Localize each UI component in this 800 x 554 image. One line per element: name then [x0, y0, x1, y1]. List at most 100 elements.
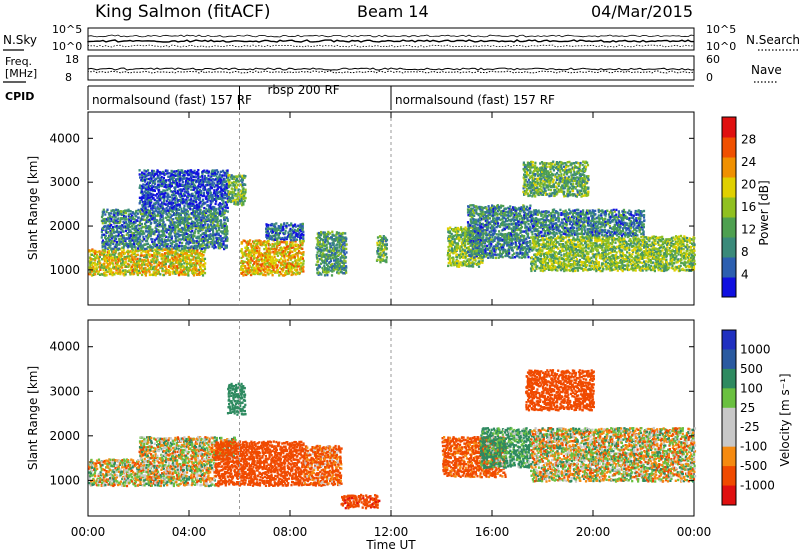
data-cell — [140, 212, 143, 216]
data-cell — [159, 239, 162, 242]
data-cell — [129, 233, 132, 237]
data-cell — [466, 221, 470, 224]
data-cell — [228, 200, 231, 203]
data-cell — [186, 223, 189, 226]
data-cell — [131, 243, 134, 246]
data-cell — [172, 201, 175, 205]
data-cell — [192, 271, 196, 275]
data-cell — [226, 183, 229, 187]
data-cell — [129, 266, 133, 270]
data-cell — [182, 181, 185, 184]
data-cell — [468, 231, 471, 234]
data-cell — [237, 188, 240, 191]
data-cell — [146, 186, 149, 189]
data-cell — [154, 226, 157, 229]
data-cell — [164, 180, 168, 184]
data-cell — [186, 210, 189, 213]
data-cell — [160, 203, 163, 206]
data-cell — [178, 220, 181, 223]
data-cell — [160, 238, 164, 241]
data-cell — [245, 257, 249, 260]
data-cell — [120, 213, 124, 216]
data-cell — [184, 220, 187, 224]
data-cell — [147, 251, 150, 254]
data-cell — [153, 178, 157, 181]
data-cell — [166, 243, 169, 246]
data-cell — [226, 186, 229, 189]
data-cell — [174, 239, 177, 243]
data-cell — [242, 203, 245, 206]
data-cell — [469, 204, 472, 207]
data-cell — [180, 226, 183, 230]
data-cell — [169, 251, 172, 254]
data-cell — [141, 204, 144, 207]
data-cell — [282, 228, 285, 231]
data-cell — [193, 171, 196, 174]
data-cell — [239, 261, 242, 264]
data-cell — [199, 267, 202, 270]
data-cell — [180, 251, 183, 254]
data-cell — [206, 169, 209, 172]
data-cell — [159, 266, 162, 270]
data-cell — [316, 268, 319, 272]
data-cell — [131, 245, 134, 248]
nsky-panel-frame — [87, 27, 695, 51]
data-cell — [141, 225, 144, 229]
data-cell — [207, 198, 210, 202]
data-cell — [219, 235, 222, 238]
data-cell — [240, 192, 243, 195]
data-cell — [221, 196, 224, 200]
data-cell — [199, 238, 202, 241]
data-cell — [215, 200, 218, 203]
data-cell — [213, 244, 216, 247]
data-cell — [233, 198, 236, 202]
data-cell — [171, 178, 174, 182]
data-cell — [212, 218, 215, 221]
data-cell — [186, 169, 190, 173]
data-cell — [321, 266, 324, 270]
data-cell — [148, 266, 151, 269]
data-cell — [172, 228, 175, 232]
data-cell — [163, 254, 167, 258]
data-cell — [200, 178, 203, 182]
data-cell — [207, 174, 210, 177]
data-cell — [185, 238, 188, 242]
data-cell — [124, 211, 127, 215]
data-cell — [103, 233, 106, 236]
data-cell — [197, 213, 200, 217]
data-cell — [105, 242, 108, 246]
data-cell — [183, 207, 186, 210]
data-cell — [90, 253, 93, 256]
data-cell — [179, 222, 182, 225]
data-cell — [123, 271, 127, 274]
data-cell — [131, 217, 134, 221]
data-cell — [185, 179, 188, 183]
data-cell — [102, 227, 105, 230]
data-cell — [271, 274, 274, 277]
data-cell — [137, 236, 140, 239]
data-cell — [122, 213, 125, 216]
data-cell — [132, 221, 135, 224]
data-cell — [161, 267, 164, 270]
data-cell — [140, 265, 143, 269]
data-cell — [91, 261, 94, 265]
data-cell — [136, 249, 139, 253]
data-cell — [208, 241, 211, 244]
data-cell — [180, 271, 183, 274]
data-cell — [188, 193, 191, 196]
data-cell — [122, 248, 125, 252]
data-cell — [144, 243, 147, 246]
data-cell — [122, 269, 125, 272]
data-cell — [159, 235, 162, 238]
data-cell — [117, 254, 121, 257]
data-cell — [180, 230, 183, 234]
data-cell — [327, 265, 330, 268]
data-cell — [466, 250, 470, 253]
data-cell — [463, 242, 467, 245]
data-cell — [197, 203, 201, 206]
data-cell — [167, 195, 170, 199]
data-cell — [137, 269, 140, 273]
data-cell — [127, 226, 130, 230]
data-cell — [168, 172, 171, 175]
data-cell — [163, 258, 167, 261]
